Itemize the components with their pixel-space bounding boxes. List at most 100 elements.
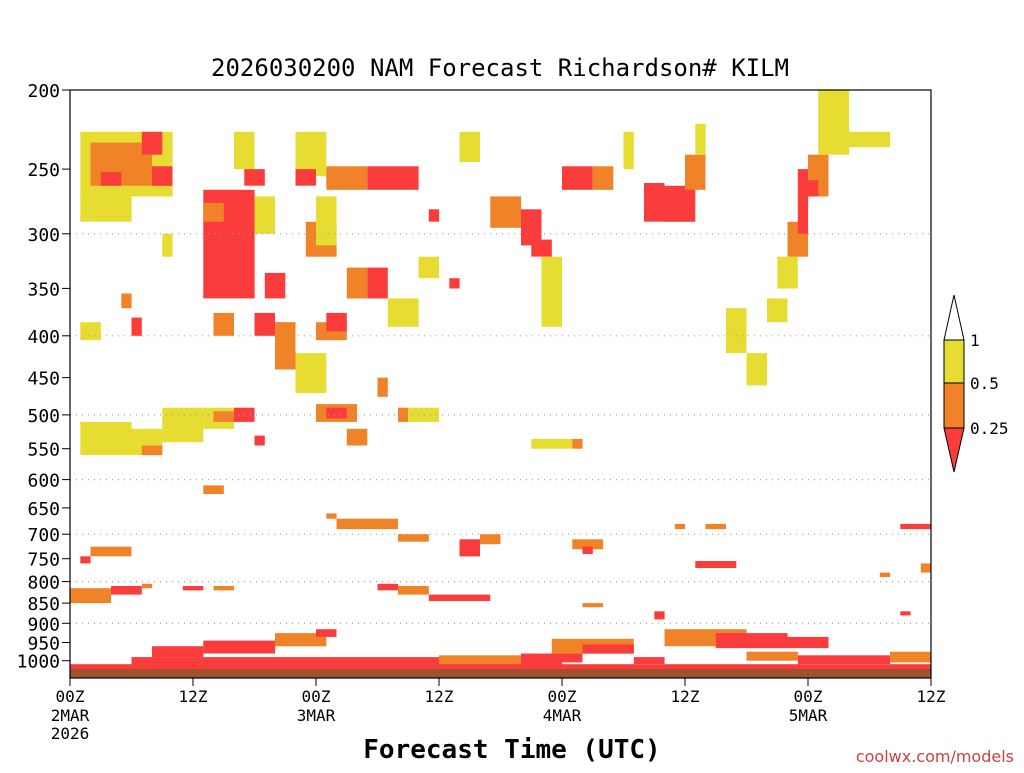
x-date-label-2: 3MAR [297, 706, 336, 725]
ri-cell-low [459, 539, 480, 557]
x-tick-label-3: 12Z [425, 687, 454, 706]
ri-cell-mid [398, 534, 429, 542]
ri-cell-low [152, 646, 204, 658]
ri-cell-low [377, 583, 398, 591]
ri-cell-mid [377, 377, 388, 397]
ri-cell-high [162, 407, 204, 443]
data-cells [70, 90, 932, 672]
x-date-label-0: 2MAR [51, 706, 90, 725]
ri-cell-low [582, 644, 634, 654]
y-axis: 200 250 300 350 400 450 500 550 600 650 700 7508008… [17, 81, 70, 673]
ri-cell-low [336, 658, 439, 666]
ri-cell-low [746, 636, 829, 649]
ri-cell-high [531, 438, 573, 449]
ri-cell-low [326, 312, 347, 332]
ri-cell-high [767, 298, 788, 323]
legend-label-0: 1 [970, 331, 980, 350]
y-tick-label-600: 600 [27, 471, 60, 492]
ri-cell-high [254, 196, 275, 234]
y-tick-label-650: 650 [27, 499, 60, 520]
ri-cell-low [111, 586, 142, 595]
y-tick-label-450: 450 [27, 369, 60, 390]
ri-cell-low [131, 317, 142, 336]
x-date-label-6: 5MAR [789, 706, 828, 725]
ri-cell-mid [439, 655, 521, 665]
legend-swatch-above-1 [943, 294, 965, 341]
ri-cell-low [244, 169, 265, 186]
ri-cell-low [203, 640, 276, 654]
x-tick-label-5: 12Z [671, 687, 700, 706]
ri-cell-low [326, 407, 347, 419]
ri-cell-mid [480, 534, 501, 545]
ri-cell-high [295, 353, 327, 393]
ri-cell-high [777, 256, 798, 289]
ri-cell-high [818, 90, 850, 155]
ri-cell-high [623, 131, 634, 170]
y-tick-label-1000: 1000 [17, 652, 60, 673]
ri-cell-mid [326, 513, 337, 519]
watermark: coolwx.com/models [856, 747, 1014, 766]
y-tick-label-200: 200 [27, 81, 60, 102]
ri-cell-low [521, 209, 542, 246]
ri-cell-low [367, 166, 419, 190]
ri-cell-low [367, 267, 388, 299]
ri-cell-low [633, 657, 665, 665]
x-tick-label-7: 12Z [917, 687, 946, 706]
ground-strip [70, 669, 931, 678]
ri-cell-high [316, 196, 337, 246]
y-tick-label-300: 300 [27, 225, 60, 246]
ri-cell-mid [326, 166, 368, 190]
x-date-label-4: 4MAR [543, 706, 582, 725]
ri-cell-high [80, 322, 101, 341]
y-tick-label-850: 850 [27, 594, 60, 615]
color-legend: 1 0.5 0.25 [943, 294, 1009, 473]
ri-cell-low [521, 653, 583, 663]
legend-swatch-low [943, 427, 965, 473]
ri-cell-high [408, 407, 440, 422]
ri-cell-mid [398, 586, 429, 595]
ri-cell-high [80, 421, 132, 456]
ri-cell-mid [572, 539, 604, 550]
ri-cell-mid [582, 603, 603, 608]
ri-cell-low [182, 586, 204, 591]
x-tick-label-0: 00Z [56, 687, 85, 706]
ri-cell-low [100, 172, 122, 186]
ri-cell-mid [592, 166, 614, 190]
y-tick-label-800: 800 [27, 573, 60, 594]
legend-label-2: 0.25 [970, 419, 1009, 438]
ground-layer [70, 669, 931, 678]
y-tick-label-400: 400 [27, 327, 60, 348]
ri-cell-high [418, 256, 439, 279]
y-tick-label-250: 250 [27, 160, 60, 181]
ri-cell-mid [685, 154, 706, 190]
ri-cell-low [695, 561, 737, 568]
chart-title: 2026030200 NAM Forecast Richardson# KILM [211, 54, 789, 82]
ri-cell-low [654, 611, 665, 620]
ri-cell-high [234, 131, 255, 170]
ri-cell-low [808, 180, 819, 197]
ri-cell-high [541, 256, 562, 327]
x-year-label-0: 2026 [51, 724, 90, 743]
x-tick-label-4: 00Z [548, 687, 577, 706]
x-tick-label-6: 00Z [794, 687, 823, 706]
ri-cell-low [80, 556, 91, 564]
y-tick-label-750: 750 [27, 550, 60, 571]
legend-swatch-high [943, 339, 965, 384]
ri-cell-high [295, 131, 327, 177]
ri-cell-mid [705, 523, 726, 530]
ri-cell-low [428, 209, 440, 222]
ri-cell-mid [275, 633, 327, 647]
ri-cell-low [254, 312, 275, 336]
ri-cell-low [152, 166, 173, 186]
ri-cell-mid [346, 428, 368, 446]
y-tick-label-700: 700 [27, 525, 60, 546]
ri-cell-mid [572, 438, 583, 449]
ri-cell-mid [346, 267, 368, 299]
ri-cell-low [70, 664, 931, 672]
ri-cell-high [459, 131, 480, 162]
ri-cell-high [746, 353, 767, 386]
ri-cell-mid [141, 445, 163, 456]
x-axis-label: Forecast Time (UTC) [363, 735, 660, 765]
